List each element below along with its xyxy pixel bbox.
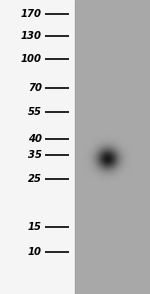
Bar	[75, 0, 150, 294]
Text: 55: 55	[28, 107, 42, 117]
Text: 40: 40	[28, 134, 42, 144]
Bar	[0, 0, 75, 294]
Text: 10: 10	[28, 247, 42, 257]
Text: 130: 130	[21, 31, 42, 41]
Text: 70: 70	[28, 83, 42, 93]
Text: 15: 15	[28, 222, 42, 232]
Text: 35: 35	[28, 150, 42, 160]
Text: 170: 170	[21, 9, 42, 19]
Text: 25: 25	[28, 174, 42, 184]
Text: 100: 100	[21, 54, 42, 64]
